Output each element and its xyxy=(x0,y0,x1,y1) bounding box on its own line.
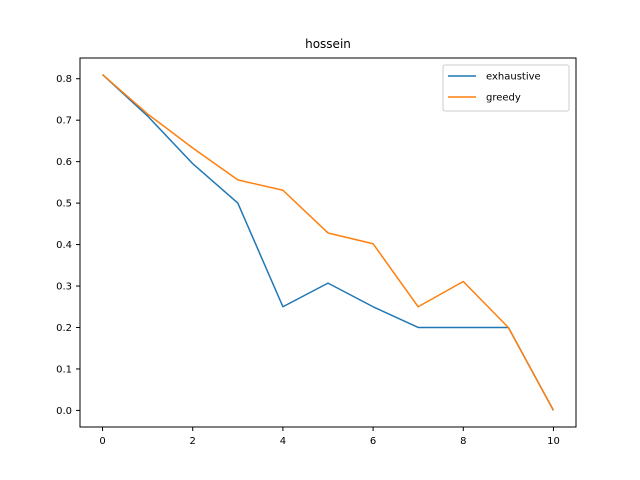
x-tick-label: 6 xyxy=(370,436,376,447)
y-tick-label: 0.7 xyxy=(56,116,72,127)
y-tick-label: 0.6 xyxy=(56,157,72,168)
legend-label-greedy: greedy xyxy=(486,93,521,104)
y-tick-label: 0.0 xyxy=(56,406,72,417)
y-tick-label: 0.1 xyxy=(56,364,72,375)
y-tick-label: 0.5 xyxy=(56,199,72,210)
x-tick-label: 8 xyxy=(460,436,466,447)
x-tick-label: 4 xyxy=(280,436,286,447)
plot-frame xyxy=(79,57,577,428)
legend: exhaustive greedy xyxy=(442,64,570,112)
x-tick-label: 10 xyxy=(547,436,560,447)
y-tick-label: 0.4 xyxy=(56,240,72,251)
series-lines xyxy=(102,74,555,411)
series-line-greedy xyxy=(102,74,555,411)
axis-ticks: 0 2 4 6 8 10 0.0 0.1 0.2 0.3 0.4 0.5 0.6 0.7 0.8 xyxy=(56,74,560,447)
legend-label-exhaustive: exhaustive xyxy=(486,72,541,83)
chart-title: hossein xyxy=(305,37,351,51)
y-tick-label: 0.2 xyxy=(56,323,72,334)
series-line-exhaustive xyxy=(102,74,555,411)
y-tick-label: 0.3 xyxy=(56,282,72,293)
x-tick-label: 2 xyxy=(190,436,196,447)
y-tick-label: 0.8 xyxy=(56,74,72,85)
x-tick-label: 0 xyxy=(99,436,105,447)
